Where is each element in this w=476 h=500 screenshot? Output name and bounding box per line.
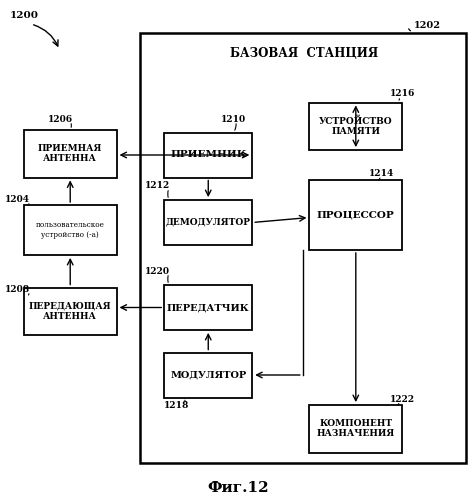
Text: 1222: 1222 bbox=[390, 394, 416, 404]
Text: 1200: 1200 bbox=[10, 12, 39, 20]
Text: 1202: 1202 bbox=[414, 22, 441, 30]
Text: Фиг.12: Фиг.12 bbox=[207, 480, 269, 494]
Text: ДЕМОДУЛЯТОР: ДЕМОДУЛЯТОР bbox=[166, 218, 251, 227]
Text: 1218: 1218 bbox=[164, 402, 189, 410]
Text: 1212: 1212 bbox=[145, 182, 170, 190]
Text: 1216: 1216 bbox=[390, 90, 416, 98]
Text: УСТРОЙСТВО
ПАМЯТИ: УСТРОЙСТВО ПАМЯТИ bbox=[319, 116, 393, 136]
Text: КОМПОНЕНТ
НАЗНАЧЕНИЯ: КОМПОНЕНТ НАЗНАЧЕНИЯ bbox=[317, 419, 395, 438]
FancyBboxPatch shape bbox=[164, 132, 252, 178]
FancyBboxPatch shape bbox=[309, 180, 402, 250]
Text: 1204: 1204 bbox=[5, 194, 30, 203]
FancyBboxPatch shape bbox=[164, 285, 252, 330]
FancyBboxPatch shape bbox=[164, 352, 252, 398]
Text: ПРИЕМНАЯ
АНТЕННА: ПРИЕМНАЯ АНТЕННА bbox=[38, 144, 102, 164]
Text: 1210: 1210 bbox=[221, 116, 247, 124]
FancyBboxPatch shape bbox=[140, 32, 466, 463]
Text: 1208: 1208 bbox=[5, 284, 30, 294]
FancyBboxPatch shape bbox=[24, 288, 117, 335]
Text: ПЕРЕДАЮЩАЯ
АНТЕННА: ПЕРЕДАЮЩАЯ АНТЕННА bbox=[29, 302, 111, 321]
Text: ПРОЦЕССОР: ПРОЦЕССОР bbox=[317, 210, 395, 220]
FancyBboxPatch shape bbox=[309, 405, 402, 452]
Text: 1220: 1220 bbox=[145, 266, 170, 276]
FancyBboxPatch shape bbox=[164, 200, 252, 245]
Text: ПЕРЕДАТЧИК: ПЕРЕДАТЧИК bbox=[167, 303, 249, 312]
Text: пользовательское
устройство (-а): пользовательское устройство (-а) bbox=[36, 222, 105, 238]
Text: 1214: 1214 bbox=[369, 170, 394, 178]
Text: ПРИЕМНИК: ПРИЕМНИК bbox=[170, 150, 247, 160]
Text: БАЗОВАЯ  СТАНЦИЯ: БАЗОВАЯ СТАНЦИЯ bbox=[229, 47, 378, 60]
Text: 1206: 1206 bbox=[48, 116, 73, 124]
FancyBboxPatch shape bbox=[309, 102, 402, 150]
Text: МОДУЛЯТОР: МОДУЛЯТОР bbox=[170, 370, 247, 380]
FancyBboxPatch shape bbox=[24, 130, 117, 178]
FancyBboxPatch shape bbox=[24, 205, 117, 255]
